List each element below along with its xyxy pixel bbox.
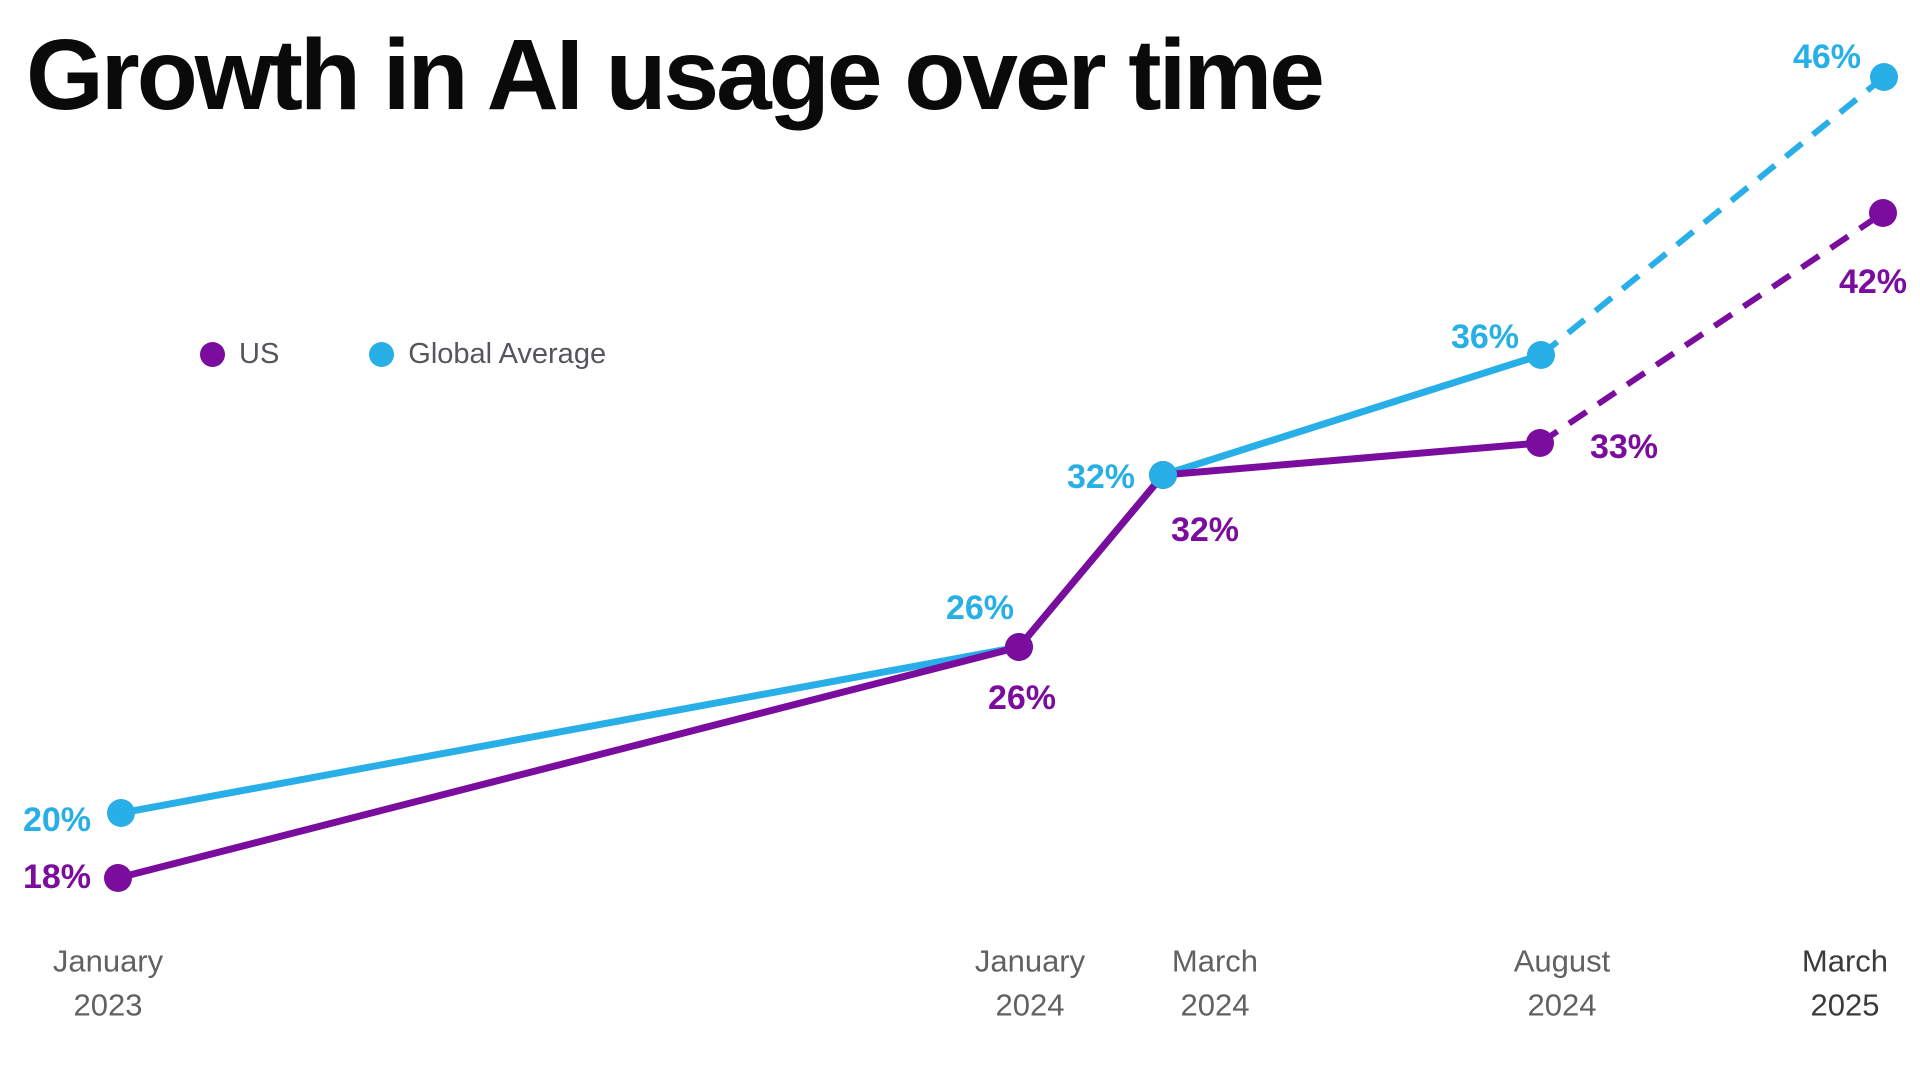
x-axis-label-line: 2024 xyxy=(1528,988,1597,1023)
global-average-value-label-january-2023: 20% xyxy=(23,801,91,839)
us-line-projected xyxy=(1538,210,1885,446)
us-value-label-january-2023: 18% xyxy=(23,858,91,896)
global-average-series-swatch-icon xyxy=(369,342,395,367)
global-average-value-label-january-2024: 26% xyxy=(946,589,1014,627)
legend-label-global-average: Global Average xyxy=(408,338,607,370)
x-axis-label-line: 2023 xyxy=(74,988,143,1023)
us-value-label-march-2025: 42% xyxy=(1839,263,1907,301)
us-data-point-august-2024 xyxy=(1526,429,1554,457)
global-average-line-solid xyxy=(117,351,1545,817)
legend-item-global-average: Global Average xyxy=(369,338,606,371)
us-series-swatch-icon xyxy=(200,342,225,367)
x-axis-label-line: August xyxy=(1514,944,1611,979)
chart-title: Growth in AI usage over time xyxy=(26,19,1325,131)
us-data-point-january-2023 xyxy=(104,864,132,892)
x-axis-label-line: January xyxy=(975,944,1086,979)
x-axis-label-line: March xyxy=(1172,944,1258,979)
us-value-label-january-2024: 26% xyxy=(988,679,1056,717)
x-axis-label-august-2024: August 2024 xyxy=(1514,944,1611,1023)
legend: US Global Average xyxy=(200,338,606,371)
x-axis-label-march-2024: March 2024 xyxy=(1172,944,1258,1023)
x-axis-label-line: 2024 xyxy=(996,988,1065,1023)
x-axis-label-line: 2025 xyxy=(1811,988,1880,1023)
us-line-solid xyxy=(114,439,1544,882)
x-axis-label-march-2025: March 2025 xyxy=(1802,944,1888,1023)
x-axis-label-january-2024: January 2024 xyxy=(975,944,1086,1023)
x-axis-label-line: January xyxy=(53,944,164,979)
global-average-data-point-august-2024 xyxy=(1527,341,1555,369)
global-average-data-point-march-2025 xyxy=(1870,63,1898,91)
global-average-data-point-january-2023 xyxy=(107,799,135,827)
us-value-label-march-2024: 32% xyxy=(1171,511,1239,549)
x-axis-label-line: 2024 xyxy=(1181,988,1250,1023)
legend-label-us: US xyxy=(239,338,280,370)
us-value-label-august-2024: 33% xyxy=(1590,428,1658,466)
global-average-value-label-march-2025: 46% xyxy=(1793,38,1861,76)
global-average-value-label-march-2024: 32% xyxy=(1067,458,1135,496)
legend-item-us: US xyxy=(200,338,279,371)
us-data-point-march-2025 xyxy=(1869,199,1897,227)
x-axis-label-january-2023: January 2023 xyxy=(53,944,164,1023)
global-average-value-label-august-2024: 36% xyxy=(1451,318,1519,356)
us-data-point-january-2024 xyxy=(1005,633,1033,661)
global-average-data-point-march-2024 xyxy=(1149,461,1177,489)
x-axis-label-line: March xyxy=(1802,944,1888,979)
global-average-line-projected xyxy=(1539,74,1886,358)
